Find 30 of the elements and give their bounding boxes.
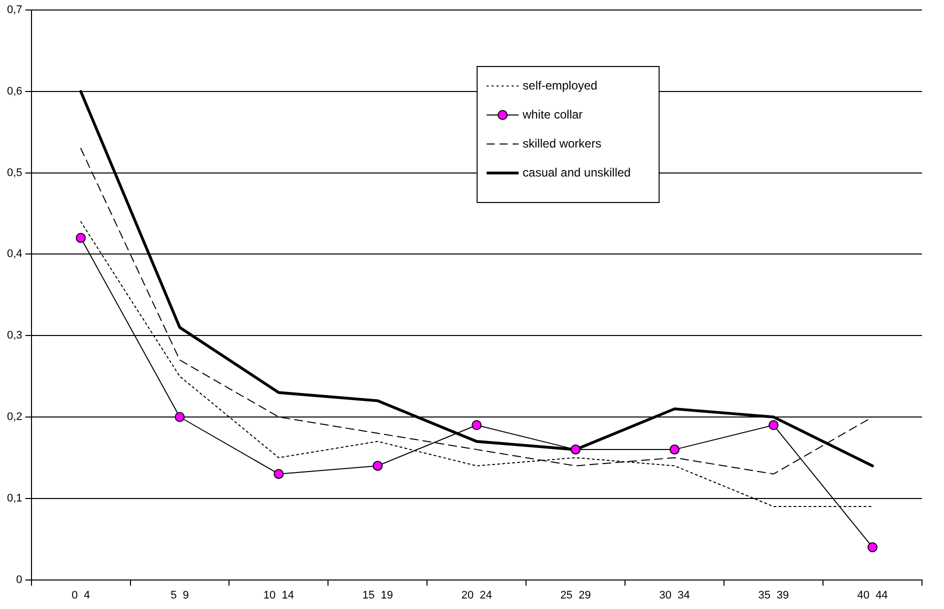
y-tick-label: 0,7 <box>6 4 22 16</box>
point <box>274 468 284 479</box>
legend-label: self-employed <box>522 78 598 92</box>
x-tick-label: 35 39 <box>758 589 789 602</box>
point <box>472 420 482 430</box>
x-tick-label: 10 14 <box>263 589 294 602</box>
y-tick-label: 0,3 <box>6 330 22 342</box>
point <box>670 444 680 455</box>
y-tick-label: 0,4 <box>6 248 22 260</box>
legend-label: white collar <box>522 107 583 122</box>
x-tick-label: 15 19 <box>362 589 393 602</box>
point <box>174 412 185 422</box>
y-tick-label: 0,6 <box>6 85 22 98</box>
legend-label: skilled workers <box>522 136 602 150</box>
x-tick-label: 0 4 <box>72 589 90 602</box>
point <box>372 460 383 471</box>
point <box>768 420 779 430</box>
y-tick-label: 0 <box>16 574 22 586</box>
x-tick-label: 40 44 <box>857 589 888 602</box>
y-tick-label: 0,2 <box>6 411 22 424</box>
point <box>570 444 581 455</box>
y-tick-label: 0,5 <box>6 166 22 179</box>
x-tick-label: 30 34 <box>659 589 690 602</box>
x-tick-label: 20 24 <box>461 589 492 602</box>
legend-label: casual and unskilled <box>522 165 631 180</box>
point <box>868 542 878 552</box>
y-tick-label: 0,1 <box>6 492 22 504</box>
point <box>76 232 86 243</box>
x-tick-label: 5 9 <box>170 589 189 602</box>
x-tick-label: 25 29 <box>560 589 591 602</box>
